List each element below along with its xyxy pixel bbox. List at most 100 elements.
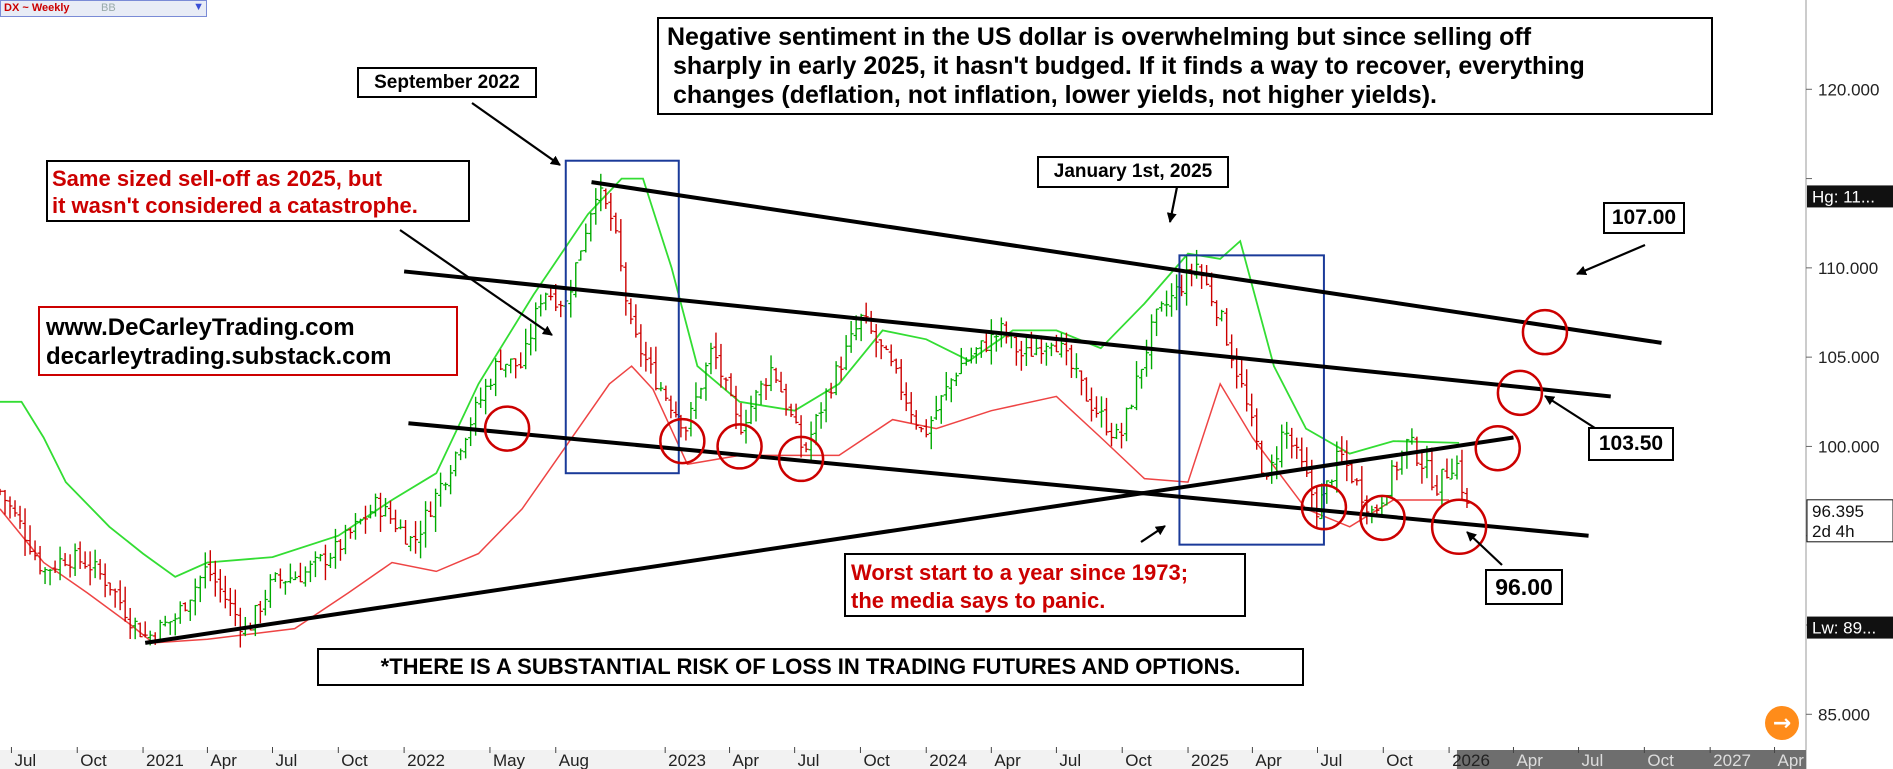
price-bar — [808, 421, 814, 462]
x-tick-label: 2026 — [1452, 751, 1490, 769]
price-bar — [227, 587, 233, 617]
price-bar — [1124, 407, 1130, 442]
price-bar — [137, 622, 143, 638]
price-bar — [37, 545, 43, 575]
price-bar — [1088, 387, 1094, 422]
annotation-arrow — [1166, 181, 1180, 223]
x-tick-label: Oct — [1125, 751, 1152, 769]
x-tick-label: Jul — [14, 751, 36, 769]
price-bar — [222, 575, 228, 609]
price-bar — [388, 500, 394, 524]
price-bar — [1048, 342, 1054, 357]
price-bar — [1279, 424, 1285, 468]
price-bar — [893, 358, 899, 374]
price-bar — [1154, 308, 1160, 337]
price-bar — [1219, 309, 1225, 322]
price-bar — [132, 617, 138, 640]
level-103-label: 103.50 — [1588, 427, 1674, 461]
price-bars — [0, 173, 1470, 648]
level-107-label: 107.00 — [1603, 202, 1685, 234]
worst-start-line: Worst start to a year since 1973; — [851, 560, 1189, 585]
lower-band-line — [0, 365, 1450, 644]
price-bar — [868, 310, 874, 334]
price-bar — [913, 410, 919, 430]
price-bar — [443, 482, 449, 491]
price-bar — [953, 372, 959, 386]
price-bar — [1234, 348, 1240, 389]
price-bar — [112, 588, 118, 608]
price-bar — [878, 339, 884, 360]
price-bar — [983, 331, 989, 353]
price-bar — [1449, 458, 1455, 480]
price-bar — [1324, 480, 1330, 504]
price-bar — [1073, 353, 1079, 379]
x-tick-label: 2022 — [407, 751, 445, 769]
price-bar — [62, 553, 68, 567]
price-bar — [1164, 290, 1170, 317]
price-bar — [1459, 449, 1465, 500]
price-bar — [828, 382, 834, 399]
headline-box: Negative sentiment in the US dollar is o… — [657, 17, 1713, 115]
price-bar — [623, 262, 629, 316]
high-tag: Hg: 11... — [1812, 187, 1875, 206]
same-sized-note: Same sized sell-off as 2025, but it wasn… — [46, 160, 470, 222]
price-bar — [262, 589, 268, 616]
price-bar — [618, 219, 624, 272]
price-bar — [478, 387, 484, 408]
symbol-badge[interactable]: DX ~ Weekly BB ▼ — [0, 0, 207, 17]
price-bar — [1444, 458, 1450, 479]
price-bar — [1254, 408, 1260, 450]
support-circle — [1496, 369, 1544, 417]
price-bar — [1078, 370, 1084, 396]
january-2025-text: January 1st, 2025 — [1053, 161, 1213, 182]
price-bar — [1434, 475, 1440, 496]
price-bar — [668, 395, 674, 419]
support-circle — [777, 435, 825, 483]
price-bar — [297, 562, 303, 583]
price-bar — [588, 212, 594, 242]
substack-link[interactable]: decarleytrading.substack.com — [46, 343, 392, 370]
price-bar — [883, 345, 889, 351]
symbol-sub: BB — [101, 2, 116, 14]
price-bar — [1063, 332, 1069, 366]
price-bar — [503, 363, 509, 378]
trendline — [144, 435, 1514, 645]
price-bar — [197, 575, 203, 603]
future-shade — [1456, 750, 1806, 769]
price-bar — [1454, 455, 1460, 480]
price-bar — [638, 324, 644, 367]
price-bar — [1139, 368, 1145, 389]
price-bar — [1359, 466, 1365, 509]
price-bar — [568, 279, 574, 318]
price-bar — [648, 347, 654, 374]
price-bar — [488, 378, 494, 390]
price-bar — [1299, 437, 1305, 469]
price-bar — [968, 347, 974, 364]
price-bar — [202, 552, 208, 589]
price-bar — [1093, 396, 1099, 418]
price-bar — [453, 451, 459, 477]
price-bar — [823, 388, 829, 423]
price-bar — [873, 324, 879, 358]
triangle-down-icon[interactable]: ▼ — [193, 1, 204, 13]
price-bar — [307, 560, 313, 583]
level-96-text: 96.00 — [1495, 574, 1553, 600]
arrow-right-icon[interactable]: → — [1765, 706, 1799, 740]
price-bar — [1033, 337, 1039, 356]
website-link[interactable]: www.DeCarleyTrading.com — [46, 314, 355, 341]
x-tick-label: Aug — [559, 751, 589, 769]
price-bar — [608, 192, 614, 231]
price-bar — [908, 392, 914, 424]
x-tick-label: 2027 — [1713, 751, 1751, 769]
price-bar — [22, 508, 28, 556]
x-tick-label: Oct — [80, 751, 107, 769]
price-bar — [1379, 496, 1385, 515]
price-bar — [1149, 314, 1155, 370]
price-bar — [713, 332, 719, 370]
support-circle — [1521, 308, 1569, 356]
price-bar — [1018, 340, 1024, 371]
x-tick-label: 2021 — [146, 751, 184, 769]
price-bar — [1374, 504, 1380, 515]
price-bar — [848, 320, 854, 353]
price-bar — [187, 599, 193, 621]
